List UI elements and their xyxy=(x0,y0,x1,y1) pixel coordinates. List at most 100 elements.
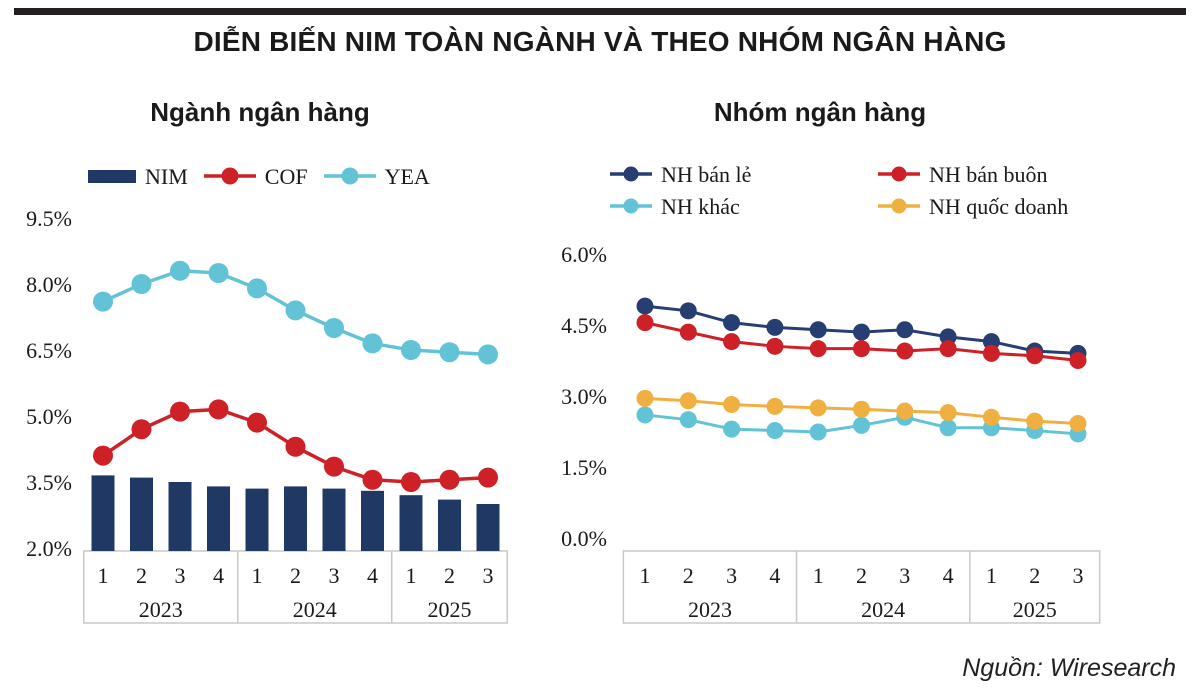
legend-line-marker xyxy=(610,198,652,214)
cof-point xyxy=(439,469,460,490)
source-credit: Nguồn: Wiresearch xyxy=(962,654,1176,682)
nh-ban-buon-point xyxy=(939,340,957,358)
yea-point xyxy=(324,318,344,338)
nim-bar xyxy=(322,488,346,551)
x-axis-year-label: 2025 xyxy=(428,597,472,622)
x-axis-year-label: 2025 xyxy=(1013,597,1057,622)
y-axis-tick-label: 3.5% xyxy=(26,470,72,495)
y-axis-tick-label: 4.5% xyxy=(561,313,607,338)
nh-quoc-doanh-point xyxy=(636,389,654,407)
nh-ban-buon-point xyxy=(766,337,784,355)
legend-line-marker xyxy=(878,198,920,214)
nh-quoc-doanh-point xyxy=(896,402,914,420)
yea-point xyxy=(478,344,498,365)
x-axis-quarter-label: 1 xyxy=(252,563,263,588)
nh-khac-point xyxy=(723,420,741,438)
legend-line-marker xyxy=(610,166,652,182)
cof-point xyxy=(324,456,344,477)
nim-bar xyxy=(399,495,423,551)
nh-ban-le-point xyxy=(636,297,654,315)
x-axis-quarter-label: 4 xyxy=(943,563,954,588)
nh-khac-point xyxy=(766,422,784,440)
yea-point xyxy=(131,274,152,294)
nh-quoc-doanh-point xyxy=(939,404,957,422)
legend-line-marker xyxy=(323,167,376,185)
chart-nhom-ngan-hang: 6.0% 4.5% 3.0% 1.5% 0.0% 1 2 3 4 1 2 3 4 1 2 3 2023 2024 2… xyxy=(561,242,1101,624)
cof-point xyxy=(285,436,306,457)
nh-quoc-doanh-point xyxy=(723,396,741,414)
x-axis-quarter-label: 4 xyxy=(769,563,780,588)
legend-nhom: NH bán lẻ NH bán buôn NH khác NH quốc doanh xyxy=(610,162,1068,218)
cof-point xyxy=(362,469,383,490)
legend-line-marker xyxy=(203,167,256,185)
legend-item-nh-ban-buon: NH bán buôn xyxy=(878,162,1068,186)
y-axis-tick-label: 9.5% xyxy=(26,206,72,231)
x-axis-quarter-label: 4 xyxy=(367,563,378,588)
nh-ban-le-point xyxy=(982,333,1000,351)
x-axis-quarter-label: 2 xyxy=(444,563,455,588)
x-axis-year-label: 2024 xyxy=(293,597,337,622)
y-axis-tick-label: 1.5% xyxy=(561,455,607,480)
y-axis-tick-label: 6.5% xyxy=(26,338,72,363)
y-axis-tick-label: 6.0% xyxy=(561,242,607,267)
nim-bar xyxy=(207,486,230,551)
legend-marker-dot xyxy=(623,166,639,182)
legend-label-nh-khac: NH khác xyxy=(661,194,740,219)
nh-quoc-doanh-point xyxy=(766,397,784,415)
y-axis-tick-label: 3.0% xyxy=(561,384,607,409)
nh-khac-point xyxy=(809,423,827,441)
x-axis-quarter-label: 3 xyxy=(483,563,494,588)
legend-item-nim: NIM xyxy=(88,164,188,188)
y-axis-tick-label: 5.0% xyxy=(26,404,72,429)
nh-khac-point xyxy=(679,411,697,429)
nim-bar xyxy=(130,477,153,551)
x-axis-year-label: 2023 xyxy=(688,597,732,622)
legend-item-nh-quoc-doanh: NH quốc doanh xyxy=(878,194,1068,218)
x-axis-quarter-label: 3 xyxy=(899,563,910,588)
x-axis-box xyxy=(622,550,1101,624)
nh-ban-buon-point xyxy=(1069,352,1087,370)
x-axis-quarter-label: 1 xyxy=(640,563,651,588)
nh-ban-le-point xyxy=(939,328,957,346)
yea-point xyxy=(362,333,383,354)
x-axis-year-label: 2023 xyxy=(139,597,183,622)
cof-point xyxy=(247,412,267,433)
nh-ban-buon-point xyxy=(853,340,870,358)
x-axis-year-label: 2024 xyxy=(861,597,905,622)
legend-line-marker xyxy=(878,166,920,182)
x-axis-quarter-label: 4 xyxy=(213,563,224,588)
legend-item-yea: YEA xyxy=(323,164,430,189)
yea-point xyxy=(247,278,267,299)
nh-ban-buon-point xyxy=(982,344,1000,362)
nh-ban-buon-point xyxy=(896,342,914,360)
legend-marker-dot xyxy=(341,167,359,185)
legend-marker-dot xyxy=(221,167,239,185)
nh-quoc-doanh-point xyxy=(1069,414,1087,432)
legend-marker-dot xyxy=(891,166,907,182)
nim-bar xyxy=(438,499,461,551)
nh-ban-buon-point xyxy=(809,340,827,358)
nh-khac-point xyxy=(853,416,870,434)
nh-ban-buon-point xyxy=(723,333,741,351)
yea-point xyxy=(401,340,421,360)
legend-label-nh-ban-buon: NH bán buôn xyxy=(929,162,1048,187)
nh-quoc-doanh-point xyxy=(679,392,697,410)
nh-ban-buon-point xyxy=(636,314,654,332)
cof-point xyxy=(93,445,113,466)
nh-quoc-doanh-point xyxy=(1026,412,1044,430)
x-axis-quarter-label: 1 xyxy=(986,563,997,588)
nh-quoc-doanh-point xyxy=(982,408,1000,426)
legend-item-cof: COF xyxy=(203,164,308,189)
nh-khac-point xyxy=(636,406,654,424)
yea-point xyxy=(93,291,113,312)
x-axis-quarter-label: 3 xyxy=(1073,563,1084,588)
legend-label-yea: YEA xyxy=(384,164,430,189)
nh-quoc-doanh-point xyxy=(853,400,870,418)
x-axis-quarter-label: 2 xyxy=(683,563,694,588)
yea-point xyxy=(439,342,460,363)
x-axis-quarter-label: 3 xyxy=(175,563,186,588)
chart-title-nhom: Nhóm ngân hàng xyxy=(713,97,927,127)
legend-item-nh-ban-le: NH bán lẻ xyxy=(610,162,878,186)
legend-label-cof: COF xyxy=(264,164,308,189)
